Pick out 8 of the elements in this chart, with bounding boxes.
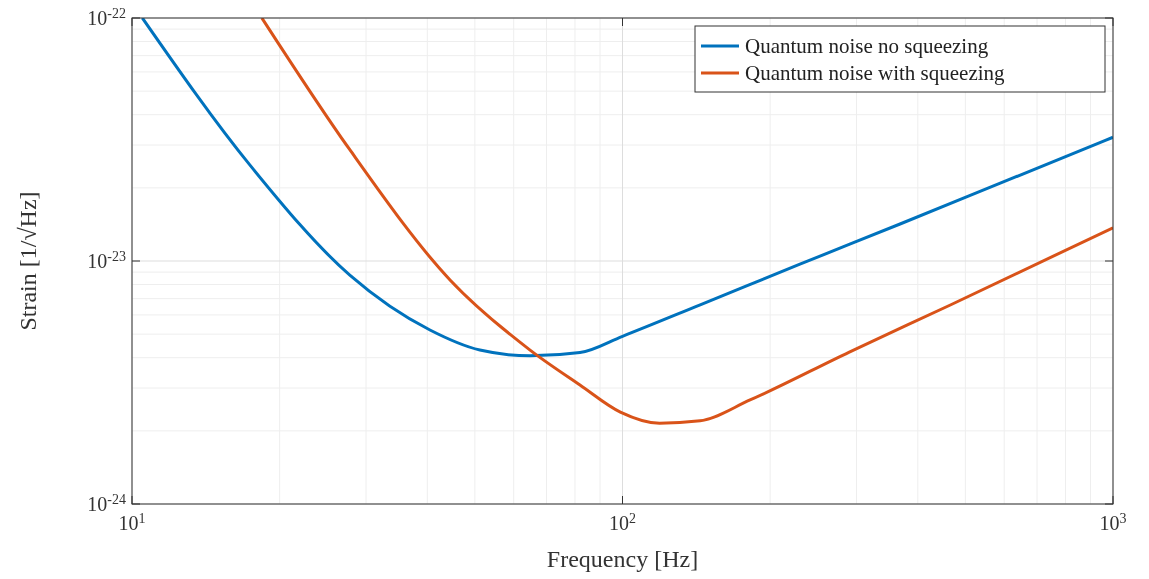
x-tick-label: 10$^{3}$ [1099,510,1127,534]
x-axis-title: Frequency [Hz] [546,546,699,572]
legend-label: Quantum noise with squeezing [745,61,1006,85]
y-tick-label: 10$^{-23}$ [87,248,126,272]
y-tick-label: 10$^{-22}$ [87,5,126,29]
legend-label: Quantum noise no squeezing [745,34,989,58]
y-axis-title: Strain [1/√Hz] [15,191,41,331]
x-tick-label: 10$^{2}$ [609,510,636,534]
